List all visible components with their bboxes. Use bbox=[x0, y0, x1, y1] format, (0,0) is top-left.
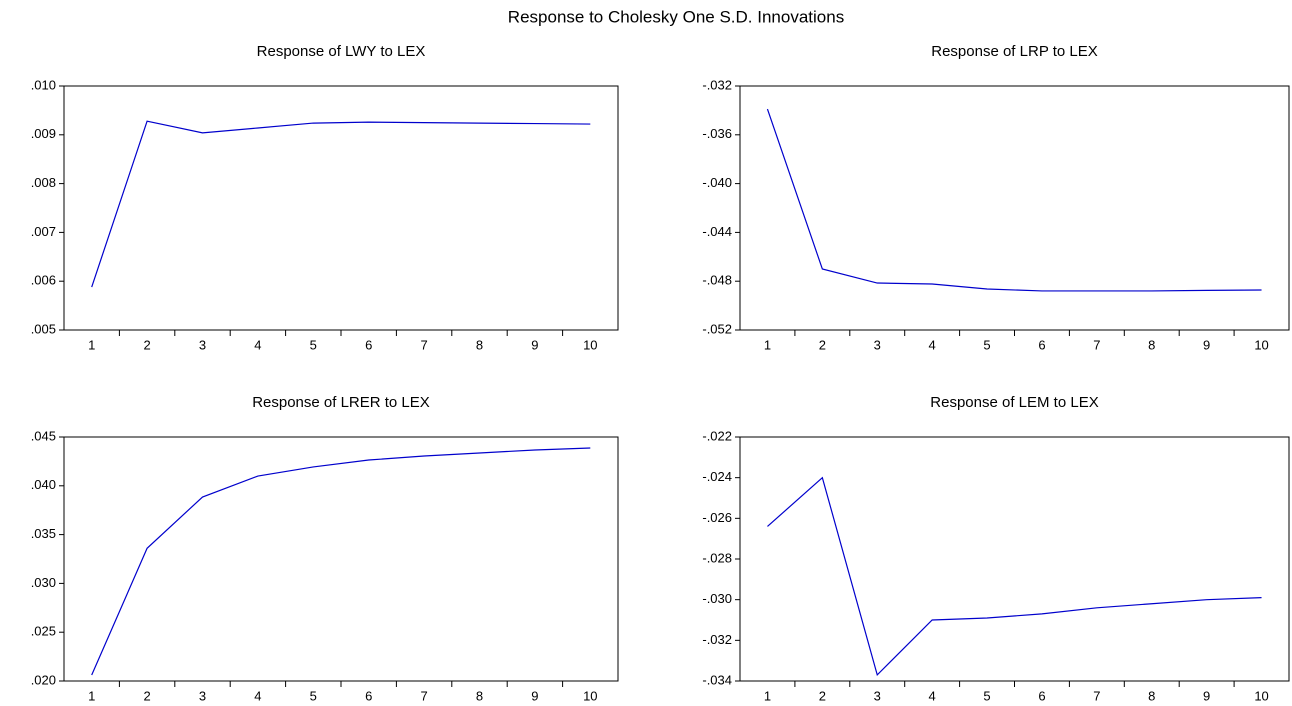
y-tick-label: -.028 bbox=[702, 550, 732, 565]
y-tick-label: -.032 bbox=[702, 632, 732, 647]
x-tick-label: 9 bbox=[531, 337, 538, 352]
x-tick-label: 2 bbox=[819, 337, 826, 352]
x-tick-label: 10 bbox=[1254, 688, 1268, 703]
y-tick-label: .025 bbox=[31, 624, 56, 639]
x-tick-label: 3 bbox=[199, 337, 206, 352]
panel-title: Response of LEM to LEX bbox=[930, 394, 1098, 411]
x-tick-label: 3 bbox=[199, 688, 206, 703]
x-tick-label: 3 bbox=[874, 337, 881, 352]
x-tick-label: 1 bbox=[764, 337, 771, 352]
y-tick-label: .008 bbox=[31, 175, 56, 190]
panel-title: Response of LRP to LEX bbox=[931, 43, 1098, 60]
panel-title: Response of LRER to LEX bbox=[252, 394, 430, 411]
panel-title: Response of LWY to LEX bbox=[257, 43, 426, 60]
y-tick-label: -.022 bbox=[702, 428, 732, 443]
plot-frame bbox=[739, 85, 1290, 331]
x-tick-label: 5 bbox=[983, 337, 990, 352]
y-tick-label: -.044 bbox=[702, 224, 732, 239]
x-tick-label: 5 bbox=[310, 337, 317, 352]
x-tick-label: 10 bbox=[1254, 337, 1268, 352]
y-tick-label: -.034 bbox=[702, 672, 732, 687]
x-tick-label: 9 bbox=[531, 688, 538, 703]
x-tick-label: 8 bbox=[476, 688, 483, 703]
x-tick-label: 10 bbox=[583, 688, 597, 703]
response-line bbox=[91, 447, 591, 676]
y-tick-label: .005 bbox=[31, 321, 56, 336]
y-tick-label: -.040 bbox=[702, 175, 732, 190]
x-tick-label: 7 bbox=[1093, 688, 1100, 703]
x-tick-label: 8 bbox=[1148, 337, 1155, 352]
x-tick-label: 7 bbox=[420, 688, 427, 703]
y-tick-label: .035 bbox=[31, 526, 56, 541]
x-tick-label: 7 bbox=[420, 337, 427, 352]
response-line bbox=[767, 476, 1262, 677]
y-tick-label: -.052 bbox=[702, 321, 732, 336]
y-tick-label: -.036 bbox=[702, 126, 732, 141]
x-tick-label: 4 bbox=[929, 688, 936, 703]
y-tick-label: .030 bbox=[31, 575, 56, 590]
plot-frame bbox=[739, 436, 1290, 682]
x-tick-label: 9 bbox=[1203, 337, 1210, 352]
x-tick-label: 4 bbox=[254, 337, 261, 352]
x-tick-label: 1 bbox=[764, 688, 771, 703]
response-line bbox=[766, 108, 1262, 292]
x-tick-label: 4 bbox=[929, 337, 936, 352]
x-tick-label: 6 bbox=[1038, 688, 1045, 703]
x-tick-label: 5 bbox=[983, 688, 990, 703]
x-tick-label: 6 bbox=[1038, 337, 1045, 352]
y-tick-label: .040 bbox=[31, 477, 56, 492]
x-tick-label: 2 bbox=[143, 688, 150, 703]
x-tick-label: 1 bbox=[88, 688, 95, 703]
x-tick-label: 7 bbox=[1093, 337, 1100, 352]
y-tick-label: -.026 bbox=[702, 510, 732, 525]
y-tick-label: .045 bbox=[31, 428, 56, 443]
x-tick-label: 10 bbox=[583, 337, 597, 352]
y-tick-label: .007 bbox=[31, 224, 56, 239]
y-tick-label: -.048 bbox=[702, 273, 732, 288]
y-tick-label: .020 bbox=[31, 672, 56, 687]
x-tick-label: 8 bbox=[476, 337, 483, 352]
x-tick-label: 6 bbox=[365, 688, 372, 703]
figure-title: Response to Cholesky One S.D. Innovation… bbox=[508, 7, 844, 26]
x-tick-label: 4 bbox=[254, 688, 261, 703]
y-tick-label: .006 bbox=[31, 273, 56, 288]
x-tick-label: 3 bbox=[874, 688, 881, 703]
x-tick-label: 9 bbox=[1203, 688, 1210, 703]
x-tick-label: 5 bbox=[310, 688, 317, 703]
y-tick-label: -.030 bbox=[702, 591, 732, 606]
response-line bbox=[91, 120, 591, 288]
y-tick-label: -.032 bbox=[702, 77, 732, 92]
y-tick-label: .009 bbox=[31, 126, 56, 141]
y-tick-label: -.024 bbox=[702, 469, 732, 484]
x-tick-label: 8 bbox=[1148, 688, 1155, 703]
y-tick-label: .010 bbox=[31, 77, 56, 92]
x-tick-label: 2 bbox=[143, 337, 150, 352]
x-tick-label: 6 bbox=[365, 337, 372, 352]
plot-frame bbox=[63, 436, 619, 682]
x-tick-label: 1 bbox=[88, 337, 95, 352]
x-tick-label: 2 bbox=[819, 688, 826, 703]
